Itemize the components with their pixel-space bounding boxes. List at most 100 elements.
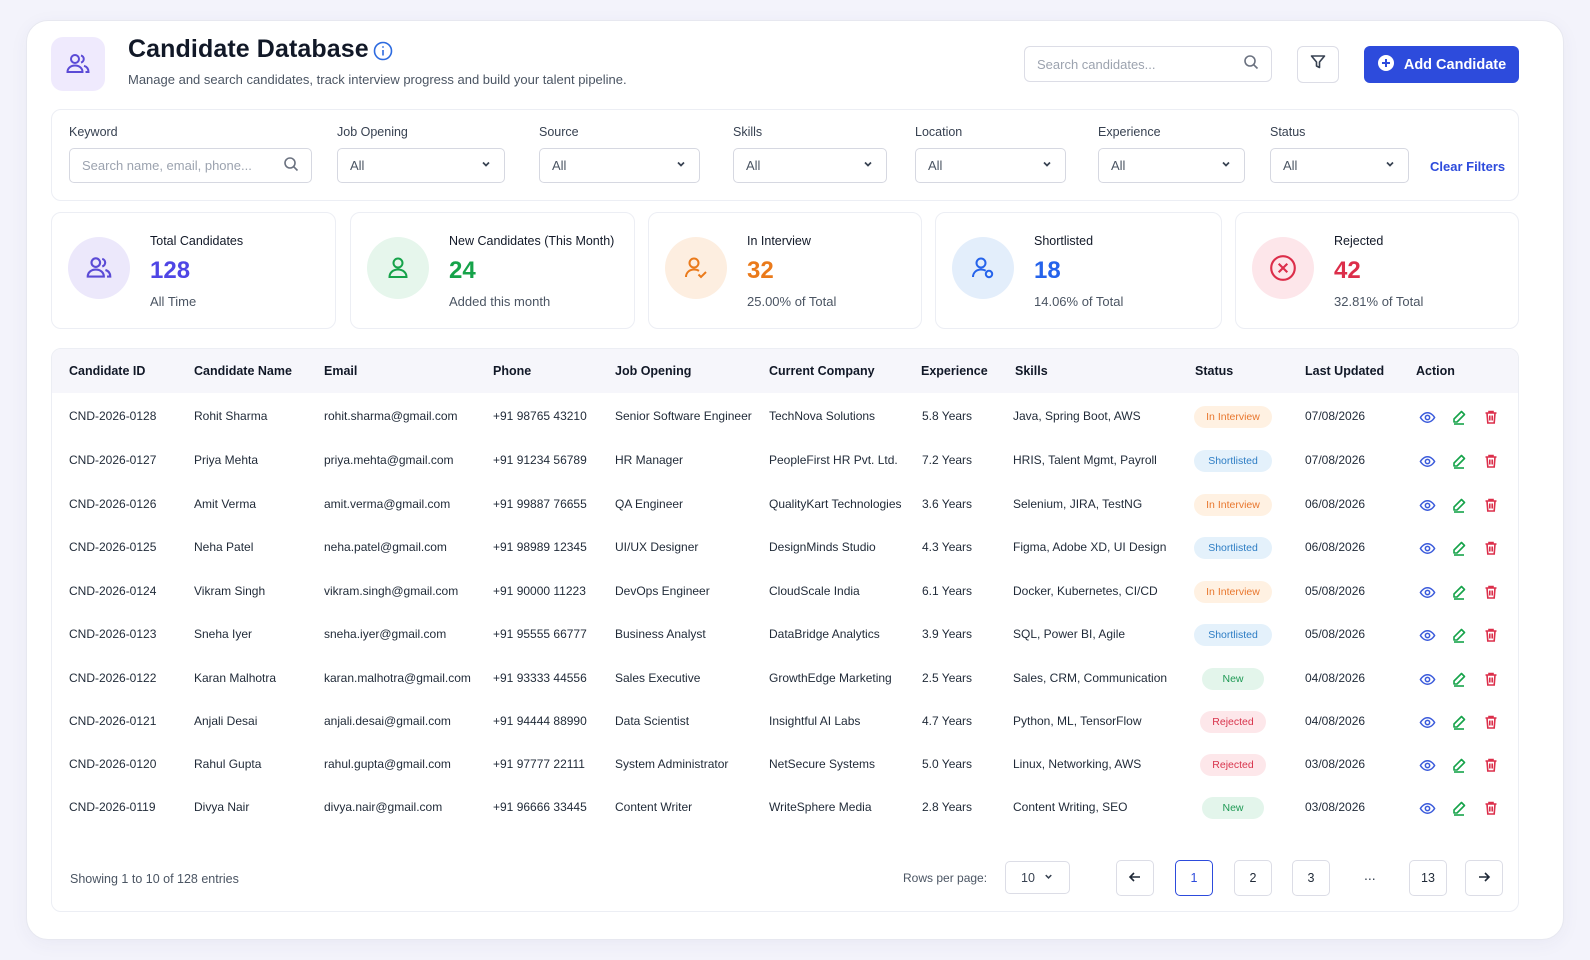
cell-email: amit.verma@gmail.com [324,497,451,511]
edit-pencil-icon[interactable] [1450,496,1468,514]
cell-job: Data Scientist [615,714,690,728]
edit-pencil-icon[interactable] [1450,799,1468,817]
filter-icon [1309,53,1327,76]
col-skills[interactable]: Skills [1015,364,1048,378]
delete-trash-icon[interactable] [1482,670,1500,688]
job-opening-select[interactable]: All [337,148,505,183]
edit-pencil-icon[interactable] [1450,756,1468,774]
col-candidate-id[interactable]: Candidate ID [69,364,146,378]
rows-per-page-select[interactable]: 10 [1005,861,1070,894]
page-2-button[interactable]: 2 [1234,860,1272,896]
cell-skills: Figma, Adobe XD, UI Design [1013,540,1167,554]
table-row[interactable]: CND-2026-0126 Amit Verma amit.verma@gmail.… [52,483,1518,526]
view-eye-icon[interactable] [1418,670,1436,688]
edit-pencil-icon[interactable] [1450,626,1468,644]
delete-trash-icon[interactable] [1482,799,1500,817]
prev-page-button[interactable] [1116,860,1154,896]
edit-pencil-icon[interactable] [1450,452,1468,470]
delete-trash-icon[interactable] [1482,713,1500,731]
delete-trash-icon[interactable] [1482,496,1500,514]
table-row[interactable]: CND-2026-0119 Divya Nair divya.nair@gmail.… [52,786,1518,829]
view-eye-icon[interactable] [1418,626,1436,644]
delete-trash-icon[interactable] [1482,756,1500,774]
table-row[interactable]: CND-2026-0121 Anjali Desai anjali.desai@gm… [52,700,1518,743]
table-row[interactable]: CND-2026-0125 Neha Patel neha.patel@gmail.… [52,526,1518,569]
cell-name: Amit Verma [194,497,257,511]
chevron-down-icon [1384,158,1396,173]
view-eye-icon[interactable] [1418,799,1436,817]
col-status[interactable]: Status [1195,364,1234,378]
edit-pencil-icon[interactable] [1450,670,1468,688]
edit-pencil-icon[interactable] [1450,713,1468,731]
col-job-opening[interactable]: Job Opening [615,364,692,378]
status-select[interactable]: All [1270,148,1409,183]
table-row[interactable]: CND-2026-0120 Rahul Gupta rahul.gupta@gmai… [52,743,1518,786]
view-eye-icon[interactable] [1418,452,1436,470]
cell-name: Rahul Gupta [194,757,262,771]
view-eye-icon[interactable] [1418,713,1436,731]
cell-company: TechNova Solutions [769,409,876,423]
cell-updated: 03/08/2026 [1305,800,1366,814]
cell-job: System Administrator [615,757,729,771]
table-row[interactable]: CND-2026-0122 Karan Malhotra karan.malhotr… [52,657,1518,700]
col-current-company[interactable]: Current Company [769,364,875,378]
col-candidate-name[interactable]: Candidate Name [194,364,292,378]
view-eye-icon[interactable] [1418,583,1436,601]
edit-pencil-icon[interactable] [1450,583,1468,601]
col-email[interactable]: Email [324,364,358,378]
edit-pencil-icon[interactable] [1450,408,1468,426]
cell-name: Sneha Iyer [194,627,253,641]
stat-title: Total Candidates [150,234,244,248]
skills-select[interactable]: All [733,148,887,183]
stat-card-new: New Candidates (This Month) 24 Added thi… [350,212,635,329]
table-row[interactable]: CND-2026-0128 Rohit Sharma rohit.sharma@gm… [52,395,1518,438]
view-eye-icon[interactable] [1418,408,1436,426]
status-badge: In Interview [1194,494,1272,516]
info-icon[interactable] [373,41,393,61]
view-eye-icon[interactable] [1418,756,1436,774]
stat-value: 32 [747,257,774,284]
cell-company: CloudScale India [769,584,860,598]
table-row[interactable]: CND-2026-0124 Vikram Singh vikram.singh@gm… [52,570,1518,613]
delete-trash-icon[interactable] [1482,539,1500,557]
cell-id: CND-2026-0128 [69,409,157,423]
col-last-updated[interactable]: Last Updated [1305,364,1385,378]
page-1-button[interactable]: 1 [1175,860,1213,896]
cell-email: vikram.singh@gmail.com [324,584,459,598]
col-phone[interactable]: Phone [493,364,532,378]
cell-phone: +91 94444 88990 [493,714,587,728]
delete-trash-icon[interactable] [1482,408,1500,426]
delete-trash-icon[interactable] [1482,452,1500,470]
col-experience[interactable]: Experience [921,364,988,378]
source-select[interactable]: All [539,148,700,183]
user-icon [367,237,429,299]
clear-filters-link[interactable]: Clear Filters [1430,159,1506,174]
next-page-button[interactable] [1465,860,1503,896]
status-badge: New [1202,797,1264,819]
table-row[interactable]: CND-2026-0127 Priya Mehta priya.mehta@gmai… [52,439,1518,482]
cell-company: DataBridge Analytics [769,627,880,641]
page-13-button[interactable]: 13 [1409,860,1447,896]
keyword-input[interactable]: Search name, email, phone... [69,148,312,183]
filter-button[interactable] [1297,46,1339,83]
filter-bar: Keyword Search name, email, phone... Job… [51,109,1519,201]
user-check-icon [665,237,727,299]
status-badge: New [1202,668,1264,690]
candidate-database-panel: Candidate Database Manage and search can… [26,20,1564,940]
table-row[interactable]: CND-2026-0123 Sneha Iyer sneha.iyer@gmail.… [52,613,1518,656]
candidate-search[interactable] [1024,46,1272,82]
candidate-search-input[interactable] [1037,56,1243,72]
page-3-button[interactable]: 3 [1292,860,1330,896]
experience-select[interactable]: All [1098,148,1245,183]
location-select[interactable]: All [915,148,1066,183]
cell-email: divya.nair@gmail.com [324,800,443,814]
add-candidate-button[interactable]: Add Candidate [1364,46,1519,83]
cell-company: QualityKart Technologies [769,497,902,511]
delete-trash-icon[interactable] [1482,583,1500,601]
delete-trash-icon[interactable] [1482,626,1500,644]
cell-exp: 2.5 Years [922,671,973,685]
view-eye-icon[interactable] [1418,539,1436,557]
view-eye-icon[interactable] [1418,496,1436,514]
cell-email: anjali.desai@gmail.com [324,714,451,728]
edit-pencil-icon[interactable] [1450,539,1468,557]
